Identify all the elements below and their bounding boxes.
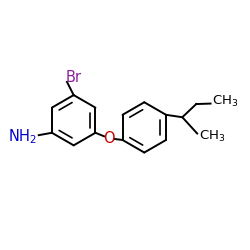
Text: CH$_3$: CH$_3$ — [198, 129, 225, 144]
Text: Br: Br — [66, 70, 82, 85]
Text: CH$_3$: CH$_3$ — [212, 94, 238, 109]
Text: NH$_2$: NH$_2$ — [8, 127, 37, 146]
Text: O: O — [103, 131, 115, 146]
